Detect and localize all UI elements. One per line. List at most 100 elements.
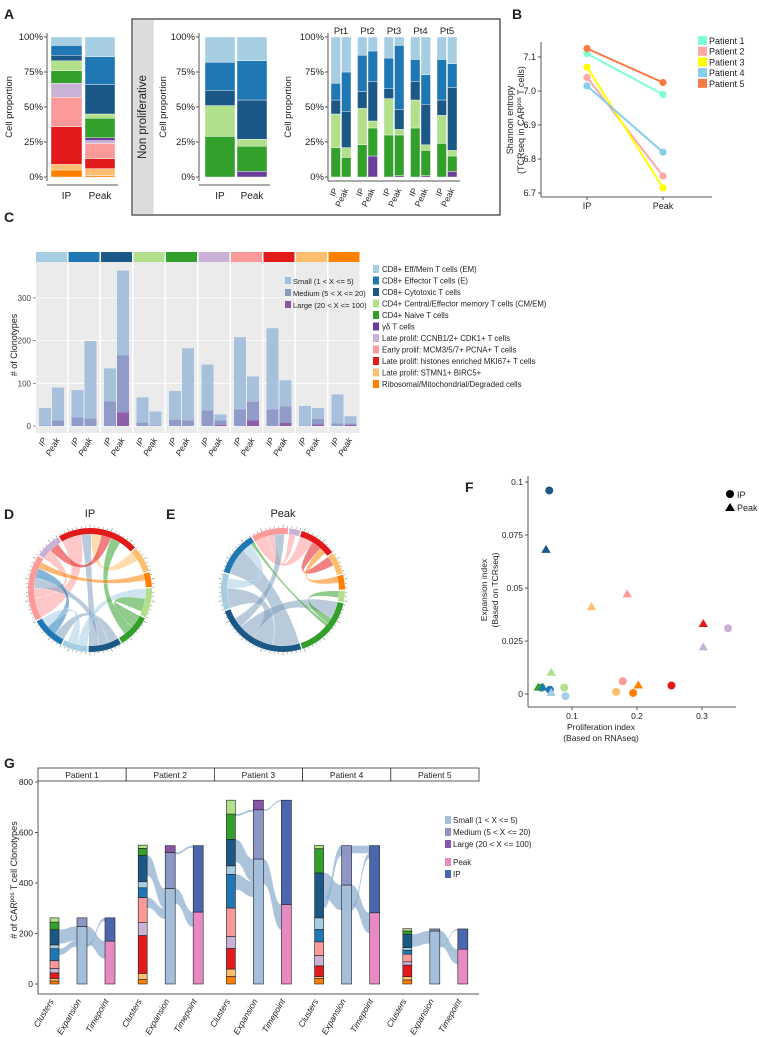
axis-tick — [304, 528, 306, 532]
bar-segment-early — [50, 96, 83, 127]
bar-segment-cm — [367, 120, 378, 129]
axis-tick — [245, 538, 247, 540]
legend-label: Peak — [737, 503, 758, 513]
non-proliferative-box — [131, 18, 501, 216]
facet-ribo — [328, 252, 360, 433]
axis-tick — [136, 631, 138, 634]
legend-swatch — [373, 357, 379, 365]
bar-segment-cyto — [330, 99, 341, 115]
bar-medium — [279, 406, 292, 424]
y-tick-label: 0 — [518, 689, 523, 699]
y-tick-label: 0.05 — [506, 583, 523, 593]
cluster-segment-mki67 — [402, 964, 413, 977]
x-tick-label: 0.2 — [631, 711, 643, 721]
bar-medium — [149, 425, 162, 426]
bar-medium — [344, 423, 357, 425]
bar-segment-gd — [420, 175, 431, 178]
bar-segment-cyto — [436, 99, 447, 116]
bar-segment-em — [357, 36, 368, 56]
bar-segment-cm — [383, 98, 394, 136]
axis-tick — [32, 617, 34, 619]
y-tick-label: 0% — [29, 172, 43, 183]
axis-tick — [337, 557, 340, 559]
axis-tick — [119, 533, 121, 535]
y-tick-label: 100 — [18, 379, 32, 388]
legend-label: Patient 1 — [709, 36, 745, 46]
x-tick-label: Peak — [76, 435, 95, 457]
legend-swatch — [373, 299, 379, 308]
bar-segment-em — [330, 36, 341, 84]
bar-medium — [201, 410, 214, 426]
bar-segment-naive — [236, 145, 268, 172]
axis-tick — [319, 640, 321, 642]
axis-tick — [151, 578, 155, 580]
bar-large — [247, 420, 259, 426]
facet-strip-label: Patient 1 — [65, 770, 99, 780]
cluster-segment-stmn1 — [137, 973, 148, 980]
cluster-segment-cm — [226, 799, 236, 815]
legend-label: Patient 5 — [709, 79, 745, 89]
axis-tick — [119, 645, 121, 647]
bar-segment-cyto — [420, 103, 431, 145]
series-line — [586, 47, 664, 84]
cluster-segment-em — [226, 865, 236, 875]
bar-segment-naive — [447, 155, 458, 172]
x-tick-label: Peak — [336, 435, 355, 457]
axis-tick — [63, 646, 65, 649]
expansion-segment-medium — [76, 917, 88, 927]
axis-tick — [25, 578, 29, 580]
facet-strip — [390, 767, 480, 782]
bar-segment-cm — [50, 60, 83, 71]
flow-small-peak — [87, 926, 105, 959]
axis-tick — [218, 578, 222, 580]
axis-tick — [144, 557, 147, 559]
y-tick-label: 0 — [27, 422, 32, 431]
bar-segment-stmn1 — [50, 164, 83, 171]
axis-tick — [226, 557, 229, 559]
bar-medium — [247, 401, 259, 421]
series-patient-4 — [583, 82, 667, 156]
cluster-segment-ribo — [314, 978, 324, 985]
bar-segment-naive — [383, 134, 394, 178]
axis-tick — [111, 648, 113, 652]
axis-tick — [334, 554, 337, 556]
bar-small — [247, 376, 259, 402]
point-ip-early — [618, 677, 627, 686]
axis-tick — [322, 637, 326, 641]
cluster-segment-naive — [314, 848, 324, 874]
legend-label: Patient 4 — [709, 68, 745, 78]
x-tick-label: IP — [327, 186, 340, 198]
facet-strip — [101, 252, 132, 262]
legend-label: IP — [453, 870, 461, 879]
bar-segment-cm — [84, 113, 116, 119]
bar-segment-cm — [410, 99, 421, 129]
cluster-segment-ribo — [226, 976, 236, 985]
panel-label: B — [512, 6, 522, 22]
bar-segment-e — [447, 63, 458, 88]
x-tick-label: Expansion — [231, 997, 260, 1037]
bar-segment-cm — [357, 108, 368, 146]
bar-segment-cyto — [236, 99, 268, 140]
point-peak-ccnb — [698, 642, 708, 651]
y-tick-label: 75% — [24, 67, 44, 78]
arc-mki67 — [299, 530, 333, 556]
bar-segment-naive — [357, 144, 368, 178]
axis-tick — [141, 554, 144, 556]
flows — [235, 800, 282, 930]
axis-tick — [151, 600, 155, 602]
x-tick-label: Timepoint — [172, 996, 200, 1034]
flow-medium-ip — [263, 800, 282, 812]
axis-tick — [218, 600, 222, 602]
point-peak-mki67 — [698, 619, 708, 628]
legend-swatch — [373, 311, 379, 319]
bar-segment-mki67 — [84, 158, 116, 169]
cluster-segment-ccnb — [402, 961, 413, 966]
y-label-part: (TCRseq in CAR — [516, 106, 526, 174]
legend-label: CD8+ Cytotoxic T cells — [382, 288, 461, 297]
legend-swatch — [373, 288, 379, 296]
expansion-segment-small — [76, 926, 88, 985]
x-tick-label: Expansion — [55, 997, 84, 1037]
axis-tick — [25, 600, 29, 602]
panel-label: E — [166, 506, 175, 522]
x-tick-label: Timepoint — [260, 996, 288, 1034]
